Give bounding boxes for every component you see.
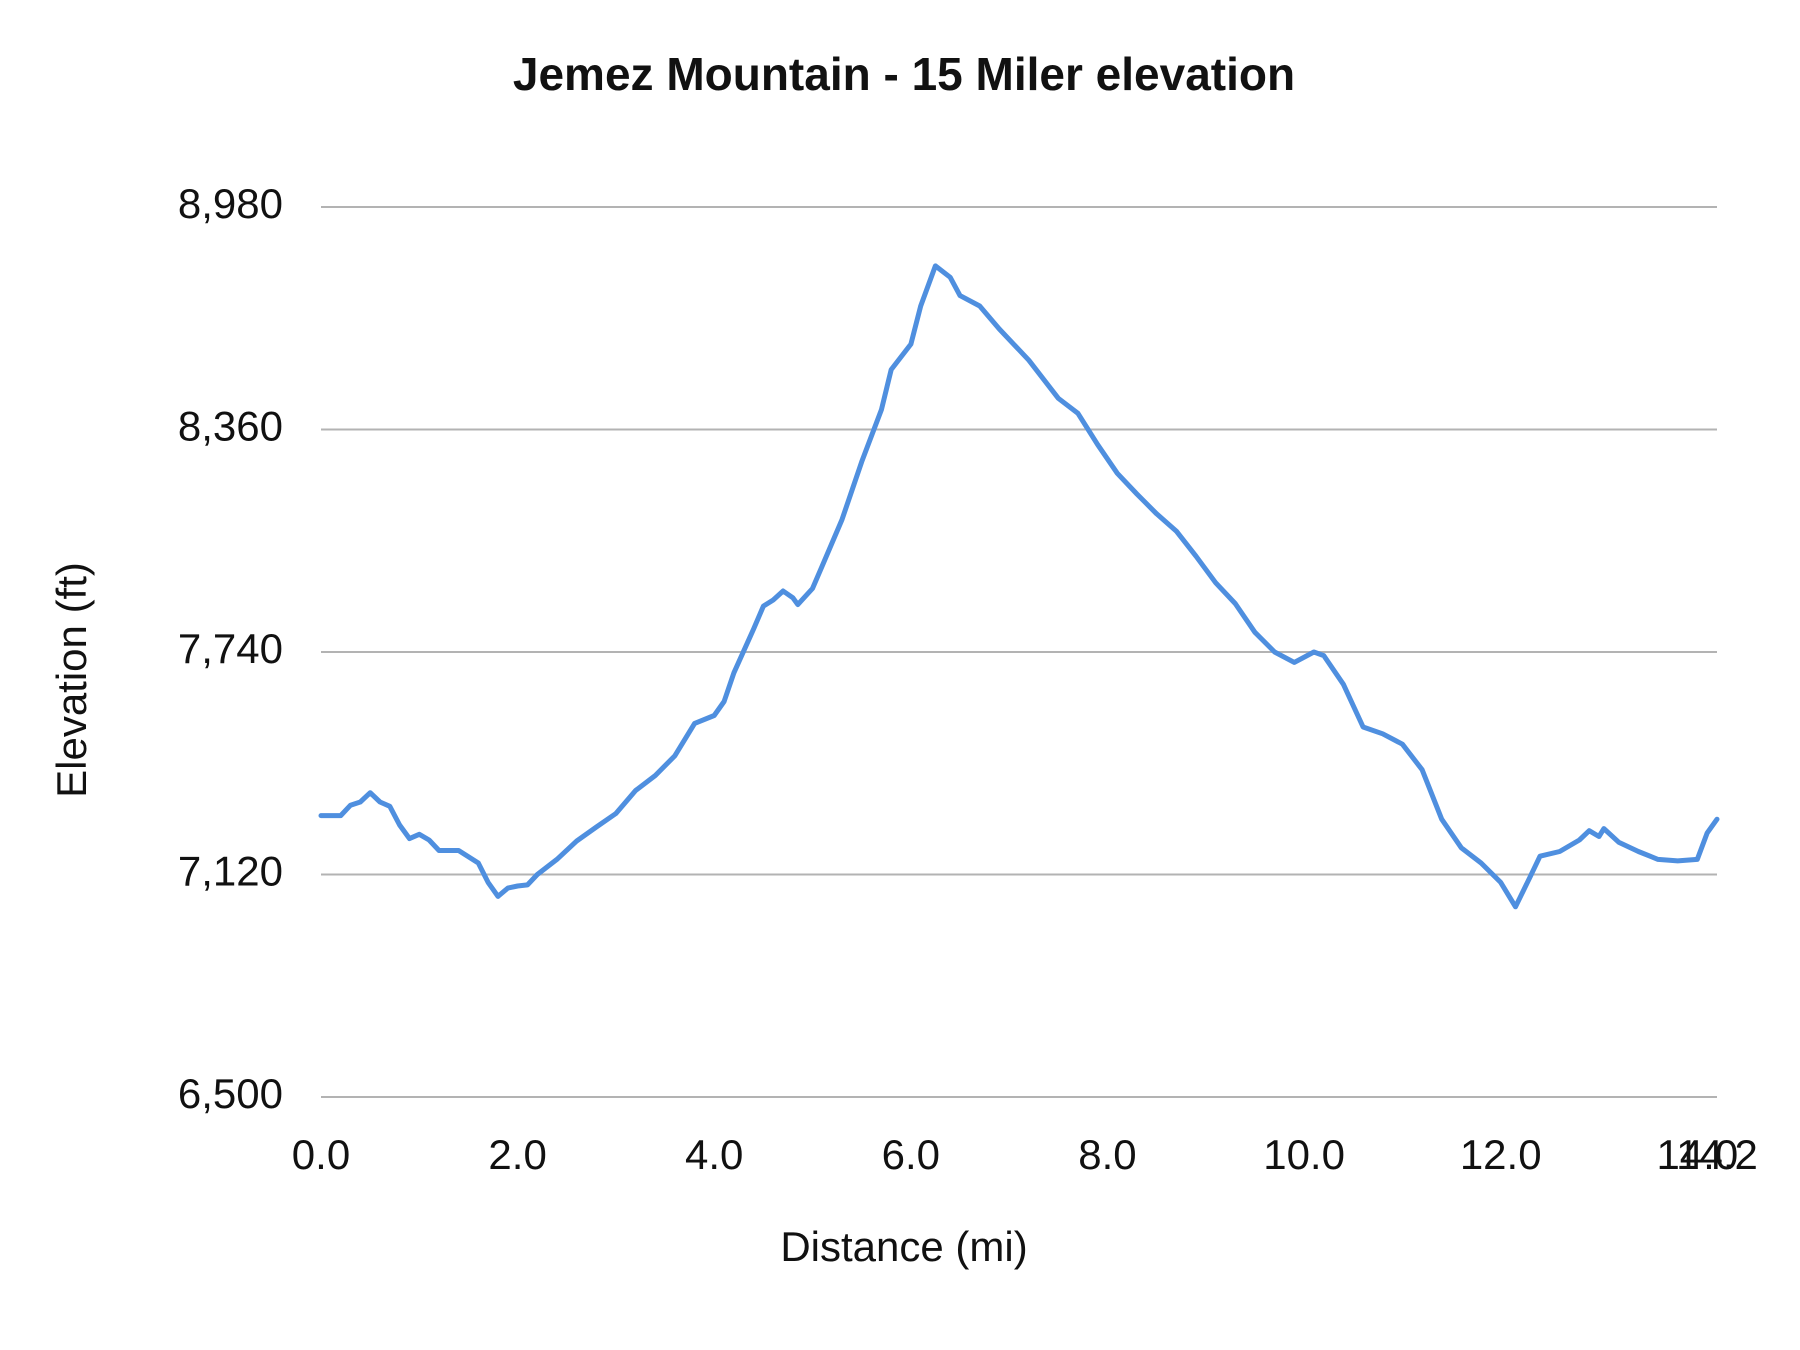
line [318, 263, 1720, 910]
x-tick-label: 4.0 [685, 1131, 743, 1178]
x-tick-label: 14.2 [1676, 1131, 1758, 1178]
x-tick-label: 6.0 [882, 1131, 940, 1178]
y-axis-title: Elevation (ft) [48, 562, 95, 798]
chart-title: Jemez Mountain - 15 Miler elevation [513, 48, 1295, 100]
x-tick-label: 14.0 [1656, 1131, 1738, 1178]
x-tick-label: 2.0 [488, 1131, 546, 1178]
y-tick-label: 7,120 [178, 848, 283, 895]
y-tick-label: 7,740 [178, 625, 283, 672]
x-tick-label: 10.0 [1263, 1131, 1345, 1178]
y-tick-label: 8,980 [178, 180, 283, 227]
x-tick-label: 12.0 [1460, 1131, 1542, 1178]
x-axis-title: Distance (mi) [780, 1223, 1027, 1270]
y-tick-label: 8,360 [178, 403, 283, 450]
y-tick-label: 6,500 [178, 1070, 283, 1117]
x-tick-label: 8.0 [1078, 1131, 1136, 1178]
x-tick-label: 0.0 [292, 1131, 350, 1178]
